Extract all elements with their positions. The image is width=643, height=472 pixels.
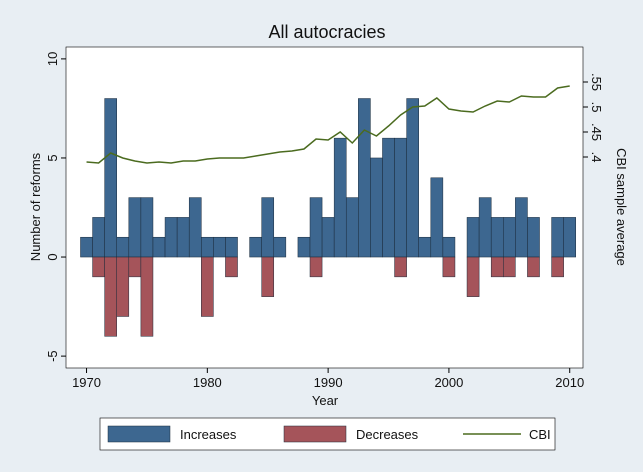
bar bbox=[333, 137, 347, 258]
y-tick-label: 10 bbox=[45, 52, 60, 66]
bar bbox=[490, 256, 504, 278]
bar bbox=[527, 217, 540, 258]
bar bbox=[80, 236, 93, 258]
bar bbox=[394, 256, 407, 278]
bar bbox=[225, 256, 238, 278]
x-tick-label: 1980 bbox=[193, 375, 222, 390]
bar bbox=[188, 197, 202, 258]
bar bbox=[213, 236, 226, 258]
y-tick-label: -5 bbox=[45, 350, 60, 362]
bar bbox=[128, 197, 142, 258]
legend-label: CBI bbox=[529, 427, 551, 442]
bar bbox=[225, 236, 238, 258]
bar bbox=[551, 217, 564, 258]
bar bbox=[261, 256, 275, 297]
legend-swatch bbox=[283, 425, 347, 443]
bar bbox=[442, 256, 456, 278]
bar bbox=[140, 197, 154, 258]
y-tick-label: 5 bbox=[45, 154, 60, 161]
bar bbox=[201, 256, 214, 317]
bar bbox=[430, 177, 444, 258]
bar bbox=[309, 256, 323, 278]
x-tick-label: 2000 bbox=[434, 375, 463, 390]
bar bbox=[116, 236, 130, 258]
bar bbox=[152, 236, 166, 258]
y2-tick-label: .4 bbox=[589, 152, 604, 163]
legend-label: Decreases bbox=[356, 427, 419, 442]
bar bbox=[345, 197, 359, 258]
x-tick-label: 1990 bbox=[314, 375, 343, 390]
bar bbox=[406, 98, 419, 258]
bar bbox=[503, 217, 516, 258]
bar bbox=[358, 98, 371, 258]
y2-tick-label: .45 bbox=[589, 123, 604, 141]
cbi-line bbox=[86, 85, 570, 164]
y2-tick-label: .55 bbox=[589, 73, 604, 91]
x-axis-label: Year bbox=[312, 393, 339, 408]
bar bbox=[418, 236, 432, 258]
bar bbox=[370, 157, 383, 258]
bar bbox=[92, 217, 105, 258]
bar bbox=[164, 217, 178, 258]
bar bbox=[551, 256, 564, 278]
x-tick-label: 2010 bbox=[555, 375, 584, 390]
bar bbox=[563, 217, 577, 258]
bar bbox=[442, 236, 456, 258]
bar bbox=[515, 197, 528, 258]
bar bbox=[92, 256, 105, 278]
bar bbox=[527, 256, 540, 278]
bar bbox=[297, 236, 311, 258]
bar bbox=[490, 217, 504, 258]
bar bbox=[128, 256, 142, 278]
bar bbox=[104, 98, 117, 258]
legend-label: Increases bbox=[180, 427, 237, 442]
bar bbox=[104, 256, 117, 337]
bar bbox=[321, 217, 335, 258]
legend-swatch bbox=[107, 425, 171, 443]
bar bbox=[503, 256, 516, 278]
bar bbox=[273, 236, 287, 258]
y-axis-label: Number of reforms bbox=[28, 152, 43, 261]
bar bbox=[261, 197, 275, 258]
bar bbox=[116, 256, 130, 317]
bar bbox=[478, 197, 492, 258]
bar bbox=[140, 256, 154, 337]
bar bbox=[309, 197, 323, 258]
x-tick-label: 1970 bbox=[72, 375, 101, 390]
bar bbox=[176, 217, 190, 258]
y2-tick-label: .5 bbox=[589, 102, 604, 113]
y-tick-label: 0 bbox=[45, 253, 60, 260]
bar bbox=[201, 236, 214, 258]
bar bbox=[394, 137, 407, 258]
bar bbox=[466, 256, 480, 297]
chart-title: All autocracies bbox=[268, 22, 385, 42]
y2-axis-label: CBI sample average bbox=[614, 148, 629, 266]
bar bbox=[249, 236, 262, 258]
bar bbox=[466, 217, 480, 258]
bar bbox=[382, 137, 395, 258]
